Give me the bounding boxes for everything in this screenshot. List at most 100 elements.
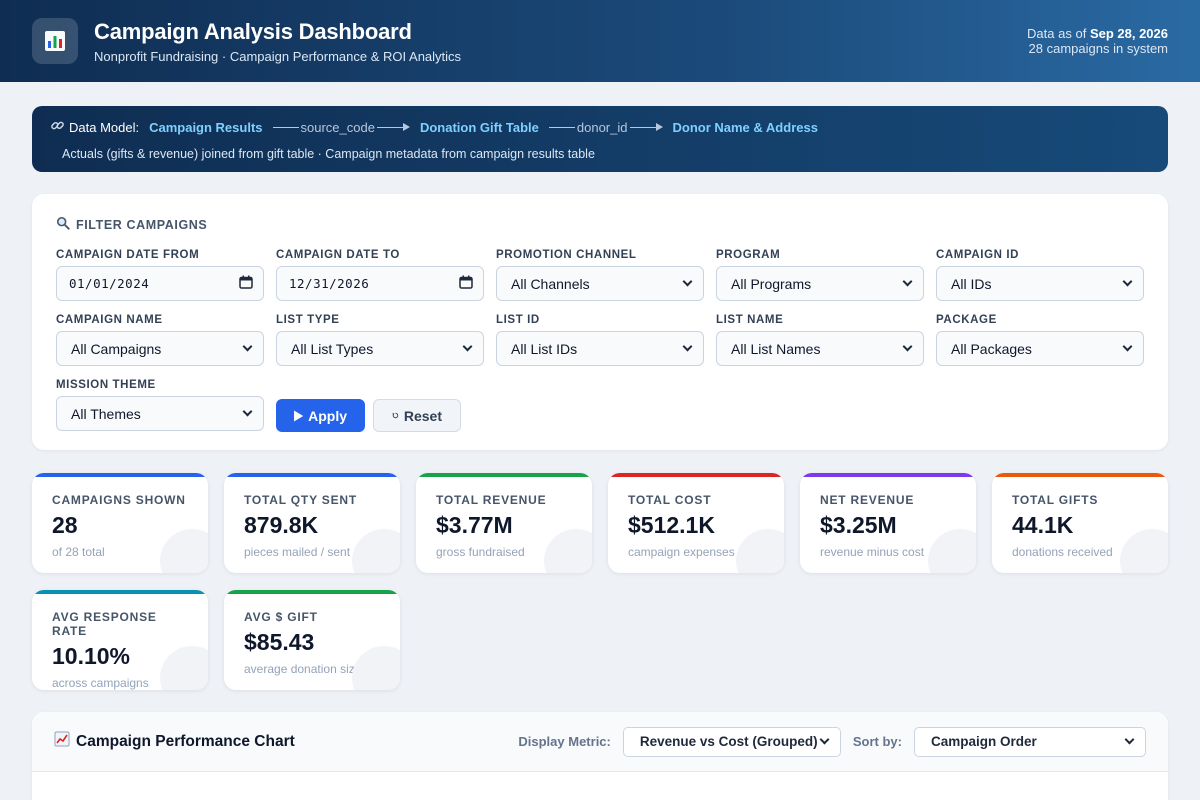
filter-label: LIST NAME <box>716 314 784 326</box>
kpi-accent-bar <box>224 473 400 477</box>
display-metric-label: Display Metric: <box>518 734 611 749</box>
play-icon <box>294 410 304 421</box>
chevron-down-icon <box>242 341 253 352</box>
kpi-card-avg-response-rate: AVG RESPONSE RATE 10.10% across campaigns <box>32 590 208 690</box>
campaign-date-to-date-input[interactable]: 12/31/2026 <box>276 266 484 301</box>
data-as-of-date: Sep 28, 2026 <box>1089 26 1168 41</box>
filter-label: CAMPAIGN DATE FROM <box>56 249 200 261</box>
search-icon <box>56 216 76 233</box>
filter-list-id: LIST ID All List IDs <box>496 314 704 379</box>
kpi-value: $3.77M <box>436 512 513 538</box>
chevron-down-icon <box>1122 276 1133 287</box>
kpi-subtitle: campaign expenses <box>628 545 735 559</box>
filter-mission-theme: MISSION THEME All Themes <box>56 379 264 444</box>
kpi-label: NET REVENUE <box>820 493 915 507</box>
kpi-card-total-qty-sent: TOTAL QTY SENT 879.8K pieces mailed / sent <box>224 473 400 573</box>
apply-button[interactable]: Apply <box>276 399 365 432</box>
sort-by-select[interactable]: Campaign Order <box>914 726 1146 757</box>
chart-header: Campaign Performance Chart Display Metri… <box>32 712 1168 772</box>
link-icon <box>50 118 65 136</box>
program-select[interactable]: All Programs <box>716 266 924 301</box>
kpi-value: $512.1K <box>628 512 715 538</box>
kpi-card-total-revenue: TOTAL REVENUE $3.77M gross fundraised <box>416 473 592 573</box>
kpi-label: TOTAL QTY SENT <box>244 493 357 507</box>
model-node-donor-name-address: Donor Name & Address <box>672 119 818 135</box>
kpi-subtitle: pieces mailed / sent <box>244 545 351 559</box>
filter-label: CAMPAIGN ID <box>936 249 1020 261</box>
kpi-subtitle: across campaigns <box>52 676 149 690</box>
filter-campaign-date-from: CAMPAIGN DATE FROM 01/01/2024 <box>56 249 264 314</box>
filter-program: PROGRAM All Programs <box>716 249 924 314</box>
filter-label: PROMOTION CHANNEL <box>496 249 637 261</box>
filter-label: PACKAGE <box>936 314 997 326</box>
campaign-date-from-date-input[interactable]: 01/01/2024 <box>56 266 264 301</box>
kpi-value: 10.10% <box>52 643 131 669</box>
data-as-of-label: Data as of <box>1027 26 1087 41</box>
line-chart-icon <box>54 731 76 752</box>
list-type-select[interactable]: All List Types <box>276 331 484 366</box>
kpi-accent-bar <box>224 590 400 594</box>
page-title: Campaign Analysis Dashboard <box>94 18 412 44</box>
filter-label: LIST TYPE <box>276 314 340 326</box>
calendar-icon[interactable] <box>459 275 473 292</box>
kpi-card-total-gifts: TOTAL GIFTS 44.1K donations received <box>992 473 1168 573</box>
chevron-down-icon <box>1122 341 1133 352</box>
filter-list-type: LIST TYPE All List Types <box>276 314 484 379</box>
data-model-banner: Data Model: Campaign Results source_code… <box>32 106 1168 172</box>
chart-title: Campaign Performance Chart <box>54 731 295 752</box>
filter-actions: Apply Reset <box>276 379 704 432</box>
filter-label: CAMPAIGN DATE TO <box>276 249 400 261</box>
kpi-accent-bar <box>32 590 208 594</box>
kpi-accent-bar <box>416 473 592 477</box>
list-id-select[interactable]: All List IDs <box>496 331 704 366</box>
kpi-label: AVG $ GIFT <box>244 610 318 624</box>
edge-label: source_code <box>300 119 375 135</box>
mission-theme-select[interactable]: All Themes <box>56 396 264 431</box>
reset-icon <box>392 412 399 419</box>
chevron-down-icon <box>819 734 830 745</box>
chevron-down-icon <box>1124 734 1135 745</box>
filter-label: MISSION THEME <box>56 379 156 391</box>
filter-grid: CAMPAIGN DATE FROM 01/01/2024 CAMPAIGN DAT… <box>56 249 1144 444</box>
kpi-value: $3.25M <box>820 512 897 538</box>
model-edge-donor-id: donor_id <box>548 119 663 135</box>
filter-label: LIST ID <box>496 314 540 326</box>
kpi-value: 44.1K <box>1012 512 1074 538</box>
list-name-select[interactable]: All List Names <box>716 331 924 366</box>
kpi-card-campaigns-shown: CAMPAIGNS SHOWN 28 of 28 total <box>32 473 208 573</box>
filter-campaign-name: CAMPAIGN NAME All Campaigns <box>56 314 264 379</box>
model-edge-source-code: source_code <box>272 119 410 135</box>
reset-button[interactable]: Reset <box>373 399 461 432</box>
kpi-subtitle: gross fundraised <box>436 545 525 559</box>
chevron-down-icon <box>462 341 473 352</box>
arrow-right-icon <box>655 123 663 131</box>
filter-package: PACKAGE All Packages <box>936 314 1144 379</box>
filter-label: PROGRAM <box>716 249 781 261</box>
filter-campaign-date-to: CAMPAIGN DATE TO 12/31/2026 <box>276 249 484 314</box>
chevron-down-icon <box>682 341 693 352</box>
campaign-id-select[interactable]: All IDs <box>936 266 1144 301</box>
model-node-campaign-results: Campaign Results <box>149 119 263 135</box>
kpi-label: CAMPAIGNS SHOWN <box>52 493 186 507</box>
promotion-channel-select[interactable]: All Channels <box>496 266 704 301</box>
edge-label: donor_id <box>576 119 628 135</box>
page-subtitle: Nonprofit Fundraising · Campaign Perform… <box>94 48 462 64</box>
kpi-accent-bar <box>32 473 208 477</box>
calendar-icon[interactable] <box>239 275 253 292</box>
kpi-label: AVG RESPONSE RATE <box>52 610 157 638</box>
bar-chart-icon <box>32 18 78 64</box>
kpi-subtitle: revenue minus cost <box>820 545 925 559</box>
package-select[interactable]: All Packages <box>936 331 1144 366</box>
chevron-down-icon <box>242 406 253 417</box>
kpi-card-net-revenue: NET REVENUE $3.25M revenue minus cost <box>800 473 976 573</box>
data-model-description: Actuals (gifts & revenue) joined from gi… <box>62 147 595 161</box>
display-metric-select[interactable]: Revenue vs Cost (Grouped) <box>622 726 841 757</box>
campaign-name-select[interactable]: All Campaigns <box>56 331 264 366</box>
kpi-card-avg-gift: AVG $ GIFT $85.43 average donation size <box>224 590 400 690</box>
filter-title: FILTER CAMPAIGNS <box>56 216 1144 233</box>
chart-panel: Campaign Performance Chart Display Metri… <box>32 712 1168 800</box>
kpi-label: TOTAL GIFTS <box>1012 493 1099 507</box>
filter-label: CAMPAIGN NAME <box>56 314 163 326</box>
kpi-subtitle: of 28 total <box>52 545 105 559</box>
app-header: Campaign Analysis Dashboard Nonprofit Fu… <box>0 0 1200 82</box>
